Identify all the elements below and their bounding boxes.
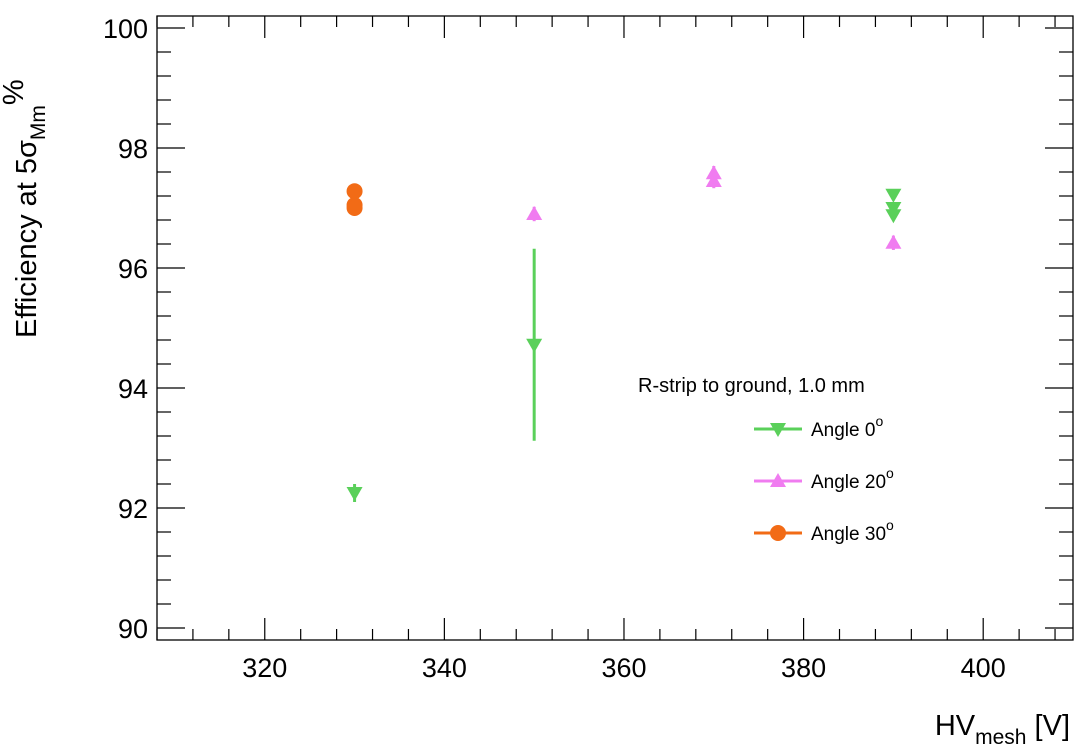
series-angle-0: [346, 188, 902, 502]
series-angle-30: [346, 183, 363, 216]
legend-marker: [770, 525, 786, 541]
legend: R-strip to ground, 1.0 mm Angle 0oAngle …: [638, 375, 894, 545]
x-axis-title-main: HV: [935, 710, 976, 742]
legend-entry: Angle 30o: [754, 517, 894, 545]
plot-frame-rect: [156, 15, 1074, 641]
series-angle-20: [526, 165, 902, 250]
y-tick-label: 100: [103, 14, 148, 44]
y-axis-title-sub: Mm: [27, 105, 50, 140]
legend-label-sup: o: [875, 413, 883, 429]
x-tick-label: 360: [601, 653, 646, 683]
y-axis-title: Efficiency at 5σMm%: [0, 79, 50, 338]
axis-ticks: [156, 16, 1073, 640]
data-point: [346, 200, 363, 216]
legend-label: Angle 20o: [811, 465, 894, 493]
data-point: [705, 173, 722, 187]
x-tick-label: 320: [242, 653, 287, 683]
x-tick-label: 380: [781, 653, 826, 683]
y-tick-label: 96: [118, 254, 148, 284]
data-point: [885, 202, 902, 216]
legend-label-text: Angle 30: [811, 524, 886, 545]
data-point: [885, 209, 902, 224]
data-point: [346, 487, 363, 501]
x-axis-title-unit: [V]: [1026, 710, 1070, 742]
data-points: [346, 165, 902, 502]
legend-label-sup: o: [886, 517, 894, 533]
legend-header: R-strip to ground, 1.0 mm: [638, 375, 865, 397]
legend-label-sup: o: [886, 465, 894, 481]
data-point: [526, 206, 543, 220]
data-point: [705, 165, 722, 180]
tick-labels: 320 340 360 380 400 90 92 94 96 98 100: [103, 14, 1006, 683]
y-axis-title-main: Efficiency at 5σ: [11, 140, 43, 338]
y-tick-label: 92: [118, 494, 148, 524]
y-axis-title-unit: %: [0, 79, 30, 105]
legend-label-text: Angle 20: [811, 472, 886, 493]
legend-label: Angle 0o: [811, 413, 883, 441]
y-tick-label: 94: [118, 374, 148, 404]
y-tick-label: 90: [118, 614, 148, 644]
legend-marker: [770, 473, 786, 487]
y-tick-label: 98: [118, 134, 148, 164]
data-point: [346, 183, 363, 200]
legend-marker: [770, 423, 786, 437]
plot-frame: [156, 15, 1074, 641]
x-axis-title-sub: mesh: [975, 726, 1026, 749]
data-point: [885, 234, 902, 249]
data-point: [526, 338, 543, 353]
x-axis-title: HVmesh [V]: [935, 710, 1070, 749]
x-tick-label: 340: [422, 653, 467, 683]
legend-entry: Angle 20o: [754, 465, 894, 493]
data-point: [885, 188, 902, 203]
legend-label: Angle 30o: [811, 517, 894, 545]
legend-label-text: Angle 0: [811, 420, 875, 441]
legend-entry: Angle 0o: [754, 413, 883, 441]
x-tick-label: 400: [961, 653, 1006, 683]
